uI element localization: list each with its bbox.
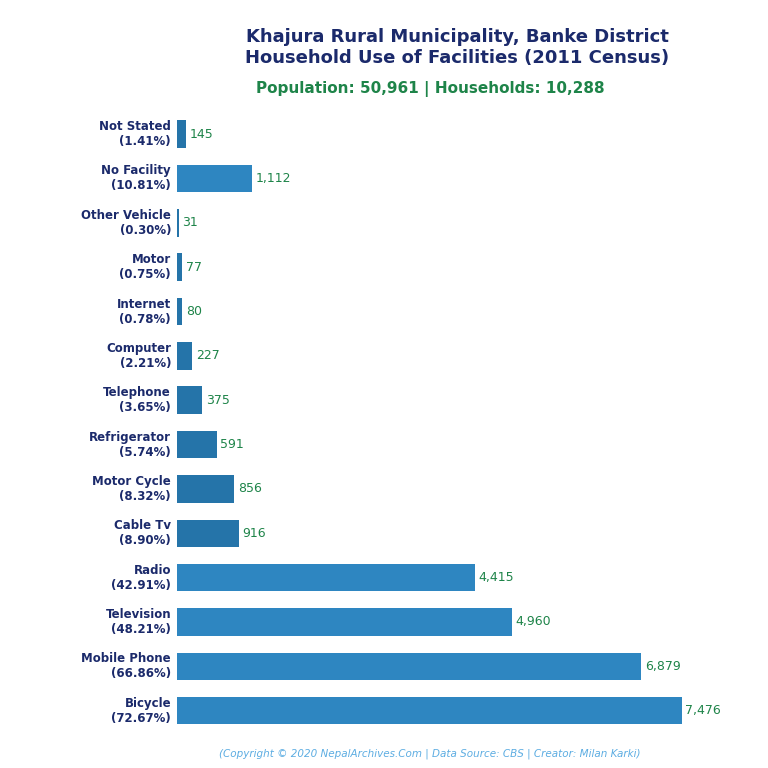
Bar (177, 342, 192, 369)
Text: 375: 375 (206, 394, 230, 407)
Text: 31: 31 (183, 217, 198, 230)
Text: 227: 227 (196, 349, 220, 362)
Bar (177, 697, 682, 724)
Bar (177, 475, 234, 503)
Text: 4,415: 4,415 (478, 571, 515, 584)
Bar (177, 519, 239, 547)
Text: 145: 145 (190, 127, 214, 141)
Bar (177, 298, 182, 326)
Bar (177, 608, 511, 636)
Bar (177, 653, 641, 680)
Bar (177, 431, 217, 458)
Text: 80: 80 (186, 305, 202, 318)
Text: 1,112: 1,112 (256, 172, 291, 185)
Text: 856: 856 (238, 482, 262, 495)
Bar (177, 164, 252, 192)
Title: Khajura Rural Municipality, Banke District
Household Use of Facilities (2011 Cen: Khajura Rural Municipality, Banke Distri… (245, 28, 669, 67)
Text: 4,960: 4,960 (515, 615, 551, 628)
Bar (177, 386, 202, 414)
Bar (177, 253, 182, 281)
Text: 591: 591 (220, 438, 244, 451)
Bar (177, 564, 475, 591)
Bar (177, 121, 187, 148)
Text: 77: 77 (186, 260, 201, 273)
Text: 6,879: 6,879 (645, 660, 680, 673)
Text: 7,476: 7,476 (685, 704, 721, 717)
Text: 916: 916 (242, 527, 266, 540)
Bar (177, 209, 179, 237)
Text: Population: 50,961 | Households: 10,288: Population: 50,961 | Households: 10,288 (256, 81, 604, 97)
Text: (Copyright © 2020 NepalArchives.Com | Data Source: CBS | Creator: Milan Karki): (Copyright © 2020 NepalArchives.Com | Da… (220, 748, 641, 759)
